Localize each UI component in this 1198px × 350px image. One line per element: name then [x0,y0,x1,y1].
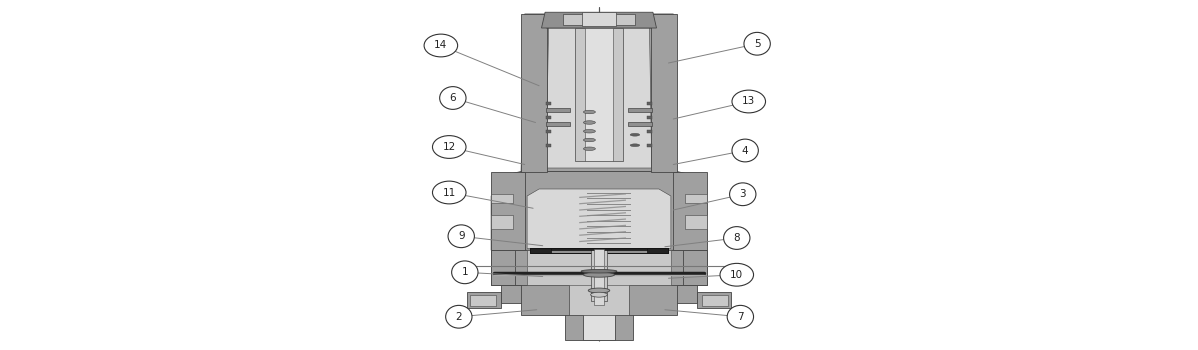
Bar [651,14,677,172]
Text: 14: 14 [434,41,448,50]
Ellipse shape [440,87,466,109]
Bar [702,295,728,306]
Bar [583,301,615,340]
Text: 11: 11 [442,188,456,197]
Bar [647,144,652,147]
Text: 10: 10 [731,270,743,280]
Bar [582,12,616,26]
Ellipse shape [732,90,766,113]
Ellipse shape [583,272,615,277]
Bar [521,284,677,315]
Bar [647,116,652,119]
Text: 7: 7 [737,312,744,322]
Ellipse shape [588,288,610,293]
Circle shape [583,138,595,142]
Polygon shape [546,14,652,28]
Text: 4: 4 [742,146,749,155]
Bar [647,102,652,105]
Polygon shape [521,14,677,172]
Text: 12: 12 [442,142,456,152]
Circle shape [583,130,595,133]
Circle shape [583,121,595,124]
Bar [647,130,652,133]
Ellipse shape [446,305,472,328]
Polygon shape [527,189,671,248]
Ellipse shape [424,34,458,57]
Bar [467,292,501,308]
Bar [563,14,635,24]
Ellipse shape [724,227,750,249]
Bar [491,250,707,285]
Bar [565,301,633,340]
Bar [546,116,551,119]
Text: 2: 2 [455,312,462,322]
Text: 8: 8 [733,233,740,243]
Bar [527,250,671,285]
Bar [697,292,731,308]
Text: 5: 5 [754,39,761,49]
Bar [683,250,707,285]
Bar [575,28,623,161]
Bar [491,250,515,285]
Bar [594,248,604,304]
Text: 9: 9 [458,231,465,241]
Ellipse shape [432,135,466,158]
Circle shape [591,292,607,297]
Ellipse shape [720,263,754,286]
Bar [685,215,707,229]
Polygon shape [541,12,657,28]
Ellipse shape [432,181,466,204]
Ellipse shape [581,270,617,273]
Bar [585,28,613,161]
Ellipse shape [732,139,758,162]
Bar [491,194,513,203]
Ellipse shape [452,261,478,284]
Bar [546,102,551,105]
Text: 6: 6 [449,93,456,103]
Circle shape [583,147,595,150]
Polygon shape [546,18,652,168]
Bar [546,144,551,147]
Ellipse shape [744,33,770,55]
Bar [530,248,668,253]
Text: 1: 1 [461,267,468,277]
Bar [530,248,668,250]
Bar [521,14,547,172]
Circle shape [630,133,640,136]
Bar [647,248,668,253]
Text: 3: 3 [739,189,746,199]
Bar [530,248,551,253]
Polygon shape [491,172,707,250]
Bar [685,194,707,203]
Bar [491,215,513,229]
Bar [501,285,697,303]
Bar [546,108,570,112]
Ellipse shape [730,183,756,206]
Bar [546,122,570,126]
Ellipse shape [448,225,474,248]
Circle shape [583,110,595,114]
Bar [591,249,607,301]
Bar [628,108,652,112]
Bar [628,122,652,126]
Ellipse shape [727,305,754,328]
Bar [569,284,629,315]
Bar [546,130,551,133]
Bar [491,172,525,250]
Bar [470,295,496,306]
Text: 13: 13 [742,97,756,106]
Circle shape [630,144,640,147]
Bar [673,172,707,250]
